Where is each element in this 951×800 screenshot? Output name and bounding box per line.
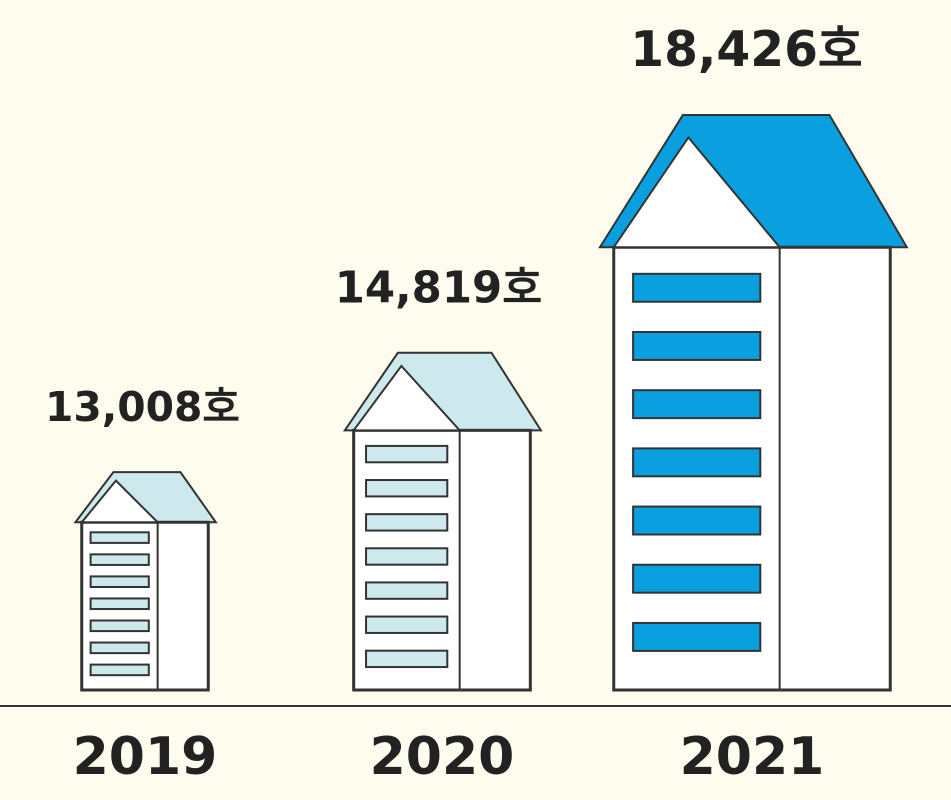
x-tick-label: 2019: [73, 727, 218, 787]
window: [365, 547, 449, 566]
window: [632, 505, 762, 536]
value-label: 14,819호: [335, 263, 542, 313]
window: [632, 331, 762, 361]
window: [632, 447, 762, 478]
window: [89, 597, 150, 611]
window: [89, 531, 150, 544]
window: [365, 649, 449, 669]
value-label: 18,426호: [630, 22, 862, 78]
gable: [611, 135, 782, 249]
x-tick-label: 2020: [370, 727, 515, 787]
window: [365, 479, 449, 498]
window: [632, 389, 762, 420]
gable: [79, 479, 161, 524]
x-tick-label: 2021: [680, 727, 825, 787]
gable: [351, 364, 462, 432]
window: [632, 272, 762, 303]
window: [89, 575, 150, 588]
window: [632, 563, 762, 594]
window: [89, 619, 150, 633]
value-label: 13,008호: [45, 383, 240, 431]
window: [632, 621, 762, 652]
window: [365, 615, 449, 634]
window: [365, 513, 449, 532]
window: [365, 444, 449, 464]
window: [365, 581, 449, 600]
window: [89, 663, 150, 677]
window: [89, 641, 150, 655]
window: [89, 553, 150, 566]
